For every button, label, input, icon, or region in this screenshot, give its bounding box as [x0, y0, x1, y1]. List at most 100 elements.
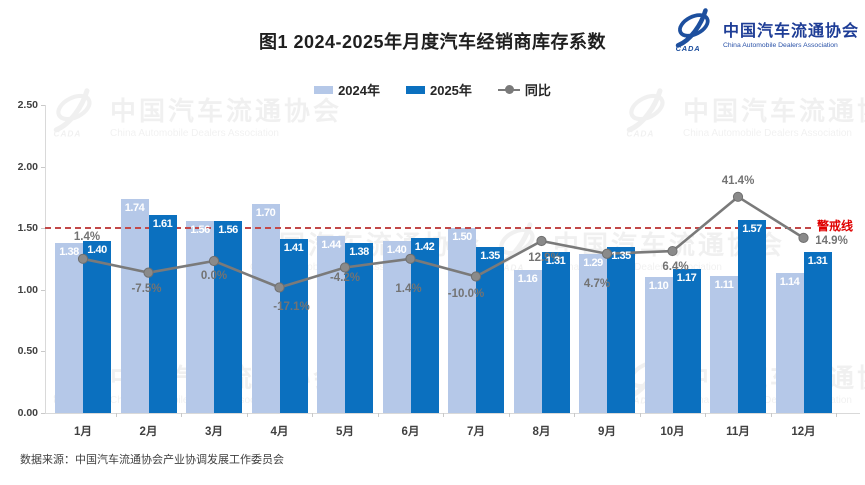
warning-line-label: 警戒线	[817, 219, 854, 234]
bar-value-2025年-1月: 1.40	[87, 243, 107, 256]
bar-2025年-4月	[279, 239, 308, 413]
bar-2025年-10月	[672, 268, 701, 413]
yoy-line	[82, 195, 805, 289]
x-tick	[312, 413, 314, 417]
legend-label-2024: 2024年	[338, 83, 380, 98]
bar-2024年-12月	[775, 272, 804, 413]
bar-2024年-10月	[644, 277, 673, 413]
legend-swatch-2025	[405, 85, 425, 94]
yoy-label-5月: -4.2%	[329, 271, 361, 284]
bar-value-2025年-9月: 1.35	[611, 249, 631, 262]
bar-value-2024年-7月: 1.50	[452, 231, 472, 244]
yoy-marker-1月	[77, 253, 89, 264]
bar-value-2025年-4月: 1.41	[283, 242, 304, 255]
y-tick-label-2.50: 2.50	[17, 99, 38, 111]
yoy-label-8月: 12.9%	[528, 252, 561, 264]
y-tick-label-1.50: 1.50	[17, 222, 38, 235]
bar-value-2025年-2月: 1.61	[152, 217, 173, 230]
bar-value-2024年-11月: 1.11	[714, 279, 734, 292]
bar-value-2025年-10月: 1.17	[676, 271, 697, 284]
yoy-marker-11月	[732, 191, 744, 202]
legend-item-2024: 2024年	[314, 80, 380, 99]
bar-value-2025年-11月: 1.57	[742, 222, 762, 235]
legend-label-2025: 2025年	[429, 83, 472, 98]
bar-2025年-8月	[541, 251, 570, 413]
bar-value-2025年-5月: 1.38	[349, 245, 369, 258]
yoy-label-1月: 1.4%	[73, 230, 101, 243]
logo-name: 中国汽车流通协会	[722, 22, 859, 40]
legend-swatch-2024	[314, 85, 334, 94]
x-tick-label-3月: 3月	[205, 426, 223, 438]
bar-value-2024年-5月: 1.44	[321, 238, 341, 251]
yoy-marker-4月	[274, 282, 285, 293]
y-tick	[41, 166, 45, 168]
bar-2025年-6月	[410, 238, 439, 413]
chart-title: 图1 2024-2025年月度汽车经销商库存系数	[258, 32, 607, 52]
yoy-label-4月: -17.1%	[273, 300, 310, 313]
x-tick	[181, 413, 183, 417]
bar-value-2024年-8月: 1.16	[517, 273, 538, 286]
y-axis-line	[45, 105, 46, 414]
y-tick	[41, 105, 45, 106]
yoy-label-12月: 14.9%	[815, 234, 848, 247]
y-tick	[41, 351, 45, 353]
yoy-label-2月: -7.5%	[131, 282, 162, 295]
bar-2025年-2月	[148, 214, 177, 413]
yoy-label-10月: 6.4%	[662, 261, 689, 274]
x-tick	[508, 413, 510, 417]
yoy-label-11月: 41.4%	[721, 174, 755, 187]
bar-2024年-1月	[55, 242, 83, 413]
legend-item-yoy: 同比	[497, 80, 551, 99]
bar-2025年-11月	[738, 219, 766, 413]
y-tick-label-0.00: 0.00	[17, 407, 38, 419]
bar-2025年-12月	[803, 251, 832, 413]
yoy-marker-3月	[208, 255, 220, 267]
plot-area: 警戒线 1.38 1.40 1.74 1.61 1.56 1.56 1.70 1.41 1.44…	[45, 105, 860, 413]
bar-2025年-9月	[607, 246, 635, 413]
y-tick-label-1.00: 1.00	[17, 283, 38, 296]
x-tick-label-12月: 12月	[791, 426, 816, 438]
yoy-marker-8月	[536, 235, 547, 247]
bar-2025年-3月	[214, 220, 242, 413]
legend-label-yoy: 同比	[524, 83, 551, 98]
logo-text-block: 中国汽车流通协会 China Automobile Dealers Associ…	[723, 17, 859, 49]
yoy-marker-12月	[798, 232, 809, 244]
yoy-marker-9月	[601, 248, 613, 259]
y-tick-label-2.00: 2.00	[17, 160, 38, 173]
x-tick-label-6月: 6月	[401, 426, 420, 438]
x-tick	[770, 413, 772, 417]
yoy-marker-5月	[339, 262, 351, 273]
bar-value-2025年-12月: 1.31	[807, 254, 828, 267]
x-tick	[836, 413, 838, 417]
bar-2024年-3月	[186, 220, 214, 413]
cada-logo: CADA 中国汽车流通协会 China Automobile Dealers A…	[668, 8, 859, 57]
yoy-marker-7月	[470, 271, 482, 282]
x-tick-label-7月: 7月	[467, 426, 485, 438]
warning-line	[45, 227, 815, 230]
bar-2024年-6月	[382, 240, 411, 413]
bar-value-2024年-4月: 1.70	[255, 206, 276, 219]
x-tick	[115, 413, 117, 417]
bar-2024年-7月	[448, 228, 476, 413]
bar-value-2024年-12月: 1.14	[779, 275, 800, 288]
svg-text:CADA: CADA	[676, 44, 701, 53]
x-axis-line	[45, 413, 860, 414]
bar-2024年-11月	[710, 276, 738, 413]
x-tick-label-9月: 9月	[598, 426, 616, 438]
y-tick	[41, 413, 45, 414]
x-tick-label-10月: 10月	[660, 426, 685, 438]
bar-value-2024年-3月: 1.56	[190, 223, 210, 236]
bar-value-2025年-8月: 1.31	[545, 254, 566, 267]
bar-value-2024年-2月: 1.74	[124, 201, 145, 214]
bar-value-2024年-1月: 1.38	[59, 245, 79, 258]
legend: 2024年 2025年 同比	[0, 80, 865, 99]
yoy-label-7月: -10.0%	[447, 287, 485, 300]
bar-2024年-9月	[579, 254, 607, 413]
bar-value-2025年-6月: 1.42	[414, 241, 435, 254]
yoy-marker-2月	[143, 267, 154, 278]
bar-value-2025年-7月: 1.35	[480, 249, 500, 262]
x-tick	[246, 413, 248, 417]
yoy-marker-6月	[405, 253, 416, 264]
y-tick-label-0.50: 0.50	[17, 345, 38, 358]
